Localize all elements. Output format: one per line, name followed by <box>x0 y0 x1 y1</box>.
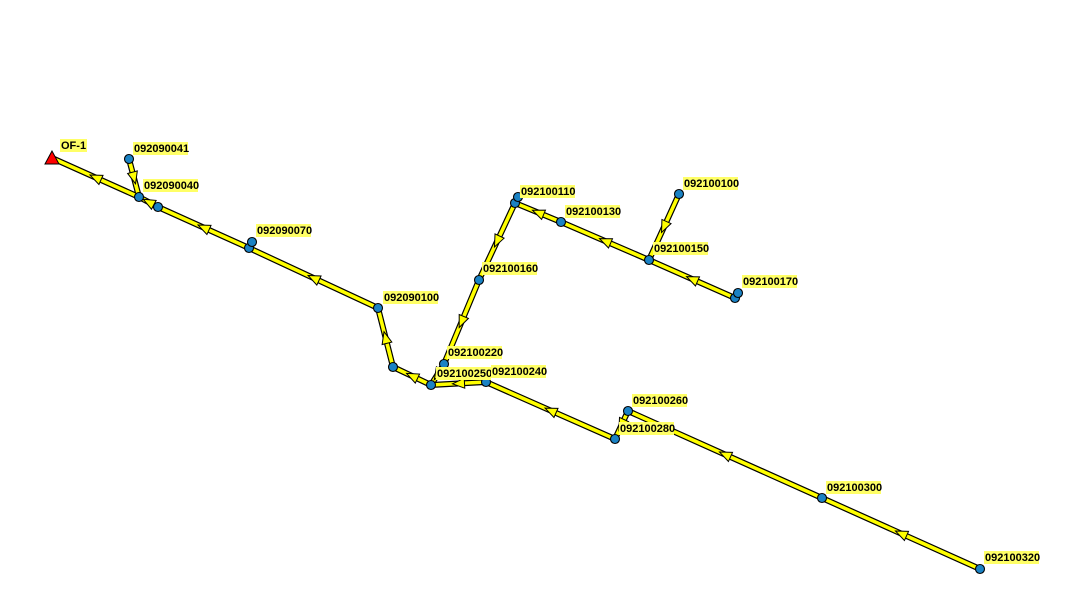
node-label: 092100110 <box>520 185 575 198</box>
node-label: 092090041 <box>133 142 189 155</box>
flow-arrow-icon <box>598 238 614 249</box>
node-label: 092100160 <box>482 262 538 275</box>
junction-node[interactable] <box>732 287 744 299</box>
svg-text:092100300: 092100300 <box>827 482 882 494</box>
junction-node[interactable] <box>816 492 828 504</box>
flow-arrow-icon <box>196 224 212 236</box>
flow-arrow-icon <box>88 174 104 186</box>
junction-node[interactable] <box>622 405 634 417</box>
flow-arrow-icon <box>718 451 734 463</box>
node-label: 092100170 <box>742 275 798 288</box>
svg-text:092090041: 092090041 <box>134 143 189 155</box>
svg-text:092100110: 092100110 <box>521 186 575 198</box>
svg-text:092100170: 092100170 <box>743 276 798 288</box>
junction-node[interactable] <box>133 191 145 203</box>
node-label: 092100300 <box>826 481 882 494</box>
node-label: 092100220 <box>447 346 503 359</box>
flow-arrow-icon <box>493 233 505 249</box>
flow-arrow-icon <box>531 209 547 221</box>
svg-text:092100280: 092100280 <box>620 423 675 435</box>
flow-arrow-icon <box>458 313 470 329</box>
flow-arrow-icon <box>381 330 393 346</box>
node-label: 092100280 <box>619 422 675 435</box>
svg-text:092100260: 092100260 <box>633 395 688 407</box>
svg-text:092090070: 092090070 <box>257 225 312 237</box>
svg-text:092100320: 092100320 <box>985 552 1040 564</box>
svg-text:092100130: 092100130 <box>566 206 621 218</box>
junction-node[interactable] <box>673 188 685 200</box>
node-label: 092090040 <box>143 179 199 192</box>
junction-node[interactable] <box>473 274 485 286</box>
svg-text:092100240: 092100240 <box>492 366 547 378</box>
node-label: 092100130 <box>565 205 621 218</box>
svg-text:092100100: 092100100 <box>684 178 739 190</box>
node-label: 092100260 <box>632 394 688 407</box>
svg-text:092100150: 092100150 <box>654 243 709 255</box>
flow-arrow-icon <box>306 274 322 286</box>
node-label: 092100150 <box>653 242 709 255</box>
junction-node[interactable] <box>123 153 135 165</box>
flow-arrow-icon <box>543 407 559 419</box>
flow-arrow-icon <box>894 530 910 542</box>
label-layer: OF-1 092090041 092090040 092090070 09209… <box>60 139 1040 564</box>
junction-node[interactable] <box>974 563 986 575</box>
svg-text:092090100: 092090100 <box>384 292 439 304</box>
flow-arrow-icon <box>126 170 138 186</box>
svg-text:OF-1: OF-1 <box>61 140 86 152</box>
node-label: 092100240 <box>491 365 547 378</box>
flow-arrow-icon <box>405 372 421 384</box>
flow-arrow-icon <box>660 218 672 234</box>
node-label: 092100320 <box>984 551 1040 564</box>
node-label: 092090070 <box>256 224 312 237</box>
junction-node[interactable] <box>643 254 655 266</box>
flow-arrow-icon <box>685 276 701 287</box>
junction-node[interactable] <box>372 302 384 314</box>
node-label: 092090100 <box>383 291 439 304</box>
junction-node[interactable] <box>425 379 437 391</box>
svg-text:092100160: 092100160 <box>483 263 538 275</box>
junction-node[interactable] <box>246 236 258 248</box>
junction-node[interactable] <box>387 361 399 373</box>
junction-node[interactable] <box>555 216 567 228</box>
flow-arrow-icon <box>451 377 466 389</box>
svg-text:092100250: 092100250 <box>437 368 492 380</box>
node-label: OF-1 <box>60 139 87 152</box>
node-layer <box>44 149 986 575</box>
outfall-icon[interactable] <box>44 149 60 165</box>
node-label: 092100100 <box>683 177 739 190</box>
svg-text:092090040: 092090040 <box>144 180 199 192</box>
junction-node[interactable] <box>152 201 164 213</box>
node-label: 092100250 <box>436 367 492 380</box>
svg-text:092100220: 092100220 <box>448 347 503 359</box>
flow-arrow-layer <box>88 170 910 542</box>
junction-node[interactable] <box>609 433 621 445</box>
